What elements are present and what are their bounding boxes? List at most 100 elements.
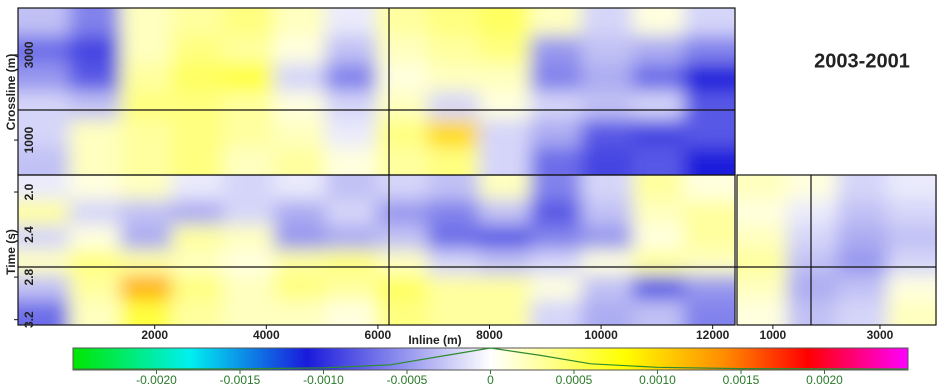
heat-cell [222, 91, 276, 121]
heat-cell [737, 225, 788, 251]
heat-cell [222, 200, 276, 226]
heat-cell [69, 175, 122, 201]
heat-cell [376, 63, 429, 93]
heat-cell [632, 63, 685, 93]
heat-cell [120, 300, 173, 325]
heat-cell [632, 119, 685, 149]
heat-cell [632, 8, 685, 37]
heat-cell [274, 225, 327, 251]
heat-cell [222, 35, 276, 65]
heat-cell [787, 300, 838, 325]
heat-cell [274, 200, 327, 226]
heat-cell [376, 300, 429, 325]
heat-cell [683, 250, 735, 276]
heat-cell [325, 91, 378, 121]
heat-cell [837, 275, 888, 301]
colorbar-tick-label: -0.0020 [136, 373, 177, 387]
heat-cell [325, 275, 378, 301]
colorbar-tick-label: 0 [487, 373, 494, 387]
heat-cell [120, 8, 173, 37]
heatmap-layer [18, 8, 937, 325]
heat-cell [427, 200, 480, 226]
heat-cell [632, 225, 685, 251]
heat-cell [18, 119, 71, 149]
heat-cell [530, 63, 583, 93]
y-axis-label: Crossline (m) [4, 54, 18, 131]
heat-cell [581, 200, 634, 226]
heat-cell [478, 275, 532, 301]
heat-cell [530, 275, 583, 301]
heat-cell [632, 35, 685, 65]
heat-cell [69, 275, 122, 301]
heatmap-panel [737, 175, 937, 325]
heat-cell [683, 300, 735, 325]
colorbar-tick-label: -0.0015 [220, 373, 261, 387]
heat-cell [274, 35, 327, 65]
heat-cell [632, 300, 685, 325]
heat-cell [887, 275, 937, 301]
heatmap-cells [18, 8, 735, 175]
x-tick-label: 4000 [253, 328, 280, 342]
heat-cell [683, 8, 735, 37]
heat-cell [530, 225, 583, 251]
heat-cell [632, 200, 685, 226]
heat-cell [478, 8, 532, 37]
chart-title: 2003-2001 [814, 50, 910, 72]
heat-cell [837, 200, 888, 226]
heat-cell [632, 275, 685, 301]
heat-cell [274, 250, 327, 276]
heat-cell [18, 8, 71, 37]
x-tick-label: 6000 [365, 328, 392, 342]
heat-cell [222, 119, 276, 149]
heat-cell [376, 91, 429, 121]
heat-cell [325, 119, 378, 149]
colorbar-tick-label: 0.0015 [723, 373, 760, 387]
heat-cell [18, 63, 71, 93]
x-tick-label: 2000 [141, 328, 168, 342]
heat-cell [18, 35, 71, 65]
heatmap-cells [18, 175, 735, 325]
heat-cell [737, 250, 788, 276]
y-tick-label: 1000 [22, 126, 36, 153]
heat-cell [325, 175, 378, 201]
heat-cell [530, 91, 583, 121]
heat-cell [325, 35, 378, 65]
heat-cell [120, 275, 173, 301]
heat-cell [222, 8, 276, 37]
x-axis-label: Inline (m) [408, 333, 461, 347]
heat-cell [787, 275, 838, 301]
heat-cell [683, 225, 735, 251]
x-tick-label: 10000 [584, 328, 618, 342]
heat-cell [887, 200, 937, 226]
heat-cell [683, 147, 735, 175]
heat-cell [887, 300, 937, 325]
heat-cell [18, 250, 71, 276]
heat-cell [530, 8, 583, 37]
heat-cell [887, 250, 937, 276]
heat-cell [376, 147, 429, 175]
colorbar-tick-label: 0.0020 [806, 373, 843, 387]
heat-cell [478, 63, 532, 93]
heat-cell [325, 8, 378, 37]
heat-cell [171, 91, 224, 121]
heat-cell [427, 275, 480, 301]
heat-cell [171, 119, 224, 149]
panel-frame [736, 174, 937, 326]
heat-cell [376, 175, 429, 201]
x-tick-label: 3000 [867, 328, 894, 342]
heat-cell [787, 225, 838, 251]
heat-cell [376, 8, 429, 37]
heat-cell [120, 91, 173, 121]
heat-cell [478, 175, 532, 201]
heat-cell [274, 91, 327, 121]
heat-cell [18, 91, 71, 121]
heat-cell [376, 200, 429, 226]
heat-cell [427, 119, 480, 149]
heat-cell [325, 147, 378, 175]
y-axis-label: Time (s) [4, 229, 18, 275]
heatmap-cells [737, 175, 937, 325]
heat-cell [581, 147, 634, 175]
heat-cell [69, 225, 122, 251]
heat-cell [837, 250, 888, 276]
